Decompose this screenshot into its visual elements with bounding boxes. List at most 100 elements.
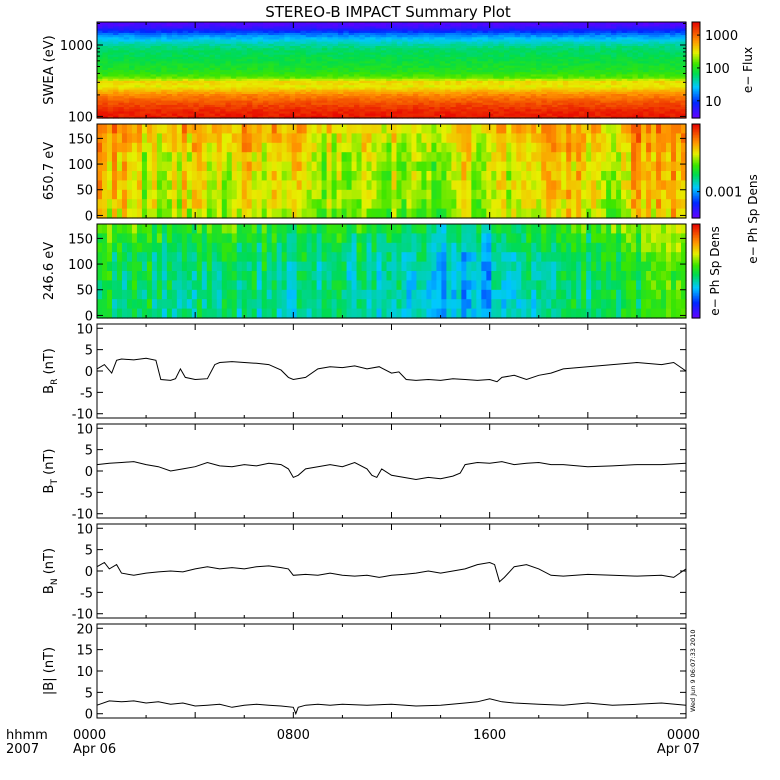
heatmap-cell (375, 50, 382, 54)
heatmap-cell (268, 85, 275, 89)
heatmap-cell (198, 52, 205, 56)
heatmap-cell (257, 22, 264, 25)
heatmap-cell (273, 28, 280, 32)
heatmap-cell (418, 78, 425, 82)
heatmap-cell (573, 63, 580, 67)
heatmap-cell (289, 104, 296, 108)
heatmap-cell (675, 65, 682, 69)
heatmap-cell (669, 74, 676, 78)
heatmap-cell (171, 104, 178, 108)
heatmap-cell (97, 142, 103, 153)
heatmap-cell (252, 85, 259, 89)
heatmap-cell (659, 30, 666, 34)
heatmap-cell (578, 113, 585, 117)
heatmap-cell (498, 89, 505, 93)
heatmap-cell (632, 100, 639, 104)
heatmap-cell (530, 107, 537, 110)
heatmap-cell (525, 70, 532, 73)
heatmap-cell (627, 54, 634, 58)
heatmap-cell (627, 70, 634, 73)
heatmap-cell (236, 102, 243, 106)
heatmap-cell (321, 104, 328, 108)
heatmap-cell (380, 28, 387, 32)
heatmap-cell (648, 80, 655, 84)
heatmap-cell (487, 26, 494, 30)
heatmap-cell (530, 85, 537, 89)
heatmap-cell (139, 113, 146, 117)
heatmap-cell (209, 56, 216, 60)
heatmap-cell (600, 98, 607, 102)
heatmap-cell (123, 115, 130, 119)
heatmap-cell (139, 54, 146, 58)
heatmap-cell (129, 52, 136, 56)
heatmap-cell (627, 94, 634, 97)
heatmap-cell (600, 39, 607, 43)
heatmap-cell (418, 50, 425, 54)
heatmap-cell (589, 63, 596, 67)
heatmap-cell (327, 83, 334, 86)
heatmap-cell (300, 41, 307, 45)
heatmap-cell (493, 87, 500, 91)
heatmap-cell (546, 41, 553, 45)
heatmap-cell (536, 100, 543, 104)
heatmap-cell (289, 87, 296, 91)
heatmap-cell (257, 52, 264, 56)
heatmap-cell (503, 32, 510, 36)
heatmap-cell (664, 61, 671, 65)
heatmap-cell (396, 96, 403, 99)
heatmap-cell (139, 107, 146, 110)
heatmap-cell (123, 83, 130, 86)
heatmap-cell (653, 39, 660, 43)
heatmap-cell (632, 70, 639, 73)
heatmap-cell (289, 46, 296, 49)
heatmap-cell (439, 85, 446, 89)
heatmap-cell (364, 32, 371, 36)
heatmap-cell (428, 48, 435, 51)
heatmap-cell (380, 89, 387, 93)
heatmap-cell (466, 54, 473, 58)
heatmap-cell (627, 46, 634, 49)
heatmap-cell (327, 30, 334, 34)
heatmap-cell (268, 109, 275, 113)
heatmap-cell (589, 72, 596, 75)
heatmap-cell (568, 52, 575, 56)
heatmap-cell (514, 89, 521, 93)
heatmap-cell (594, 46, 601, 49)
heatmap-cell (412, 30, 419, 34)
heatmap-cell (402, 85, 409, 89)
heatmap-cell (412, 59, 419, 62)
heatmap-cell (145, 72, 152, 75)
heatmap-cell (204, 83, 211, 86)
heatmap-cell (354, 26, 360, 30)
heatmap-cell (332, 35, 339, 38)
heatmap-cell (653, 43, 660, 47)
heatmap-cell (461, 89, 468, 93)
heatmap-cell (113, 35, 120, 38)
heatmap-cell (482, 113, 489, 117)
heatmap-cell (573, 94, 580, 97)
heatmap-cell (327, 59, 334, 62)
heatmap-cell (530, 80, 537, 84)
heatmap-cell (118, 78, 125, 82)
heatmap-cell (536, 74, 543, 78)
heatmap-cell (380, 46, 387, 49)
heatmap-cell (450, 80, 457, 84)
heatmap-cell (418, 39, 425, 43)
heatmap-cell (316, 39, 323, 43)
heatmap-cell (536, 54, 543, 58)
heatmap-cell (305, 85, 312, 89)
heatmap-cell (536, 96, 543, 99)
heatmap-cell (230, 80, 237, 84)
heatmap-cell (273, 113, 280, 117)
heatmap-cell (455, 74, 462, 78)
heatmap-cell (396, 30, 403, 34)
heatmap-cell (155, 67, 162, 71)
heatmap-cell (578, 32, 585, 36)
heatmap-cell (509, 111, 516, 115)
heatmap-cell (177, 32, 184, 36)
heatmap-cell (546, 67, 553, 71)
heatmap-cell (129, 74, 136, 78)
heatmap-cell (439, 56, 446, 60)
heatmap-cell (102, 91, 109, 95)
heatmap-cell (145, 91, 152, 95)
